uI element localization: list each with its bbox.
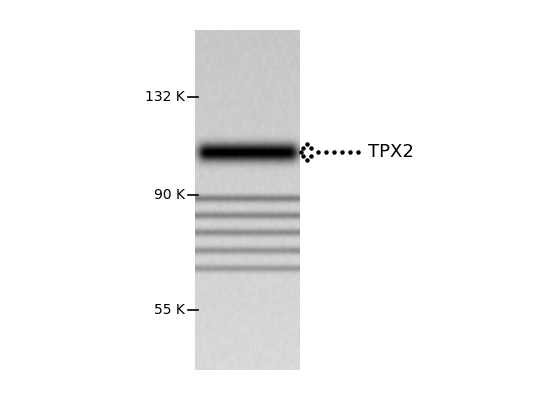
Text: 132 K: 132 K [145, 90, 185, 104]
Text: 55 K: 55 K [154, 303, 185, 317]
Text: 90 K: 90 K [154, 188, 185, 202]
Text: TPX2: TPX2 [368, 143, 414, 161]
